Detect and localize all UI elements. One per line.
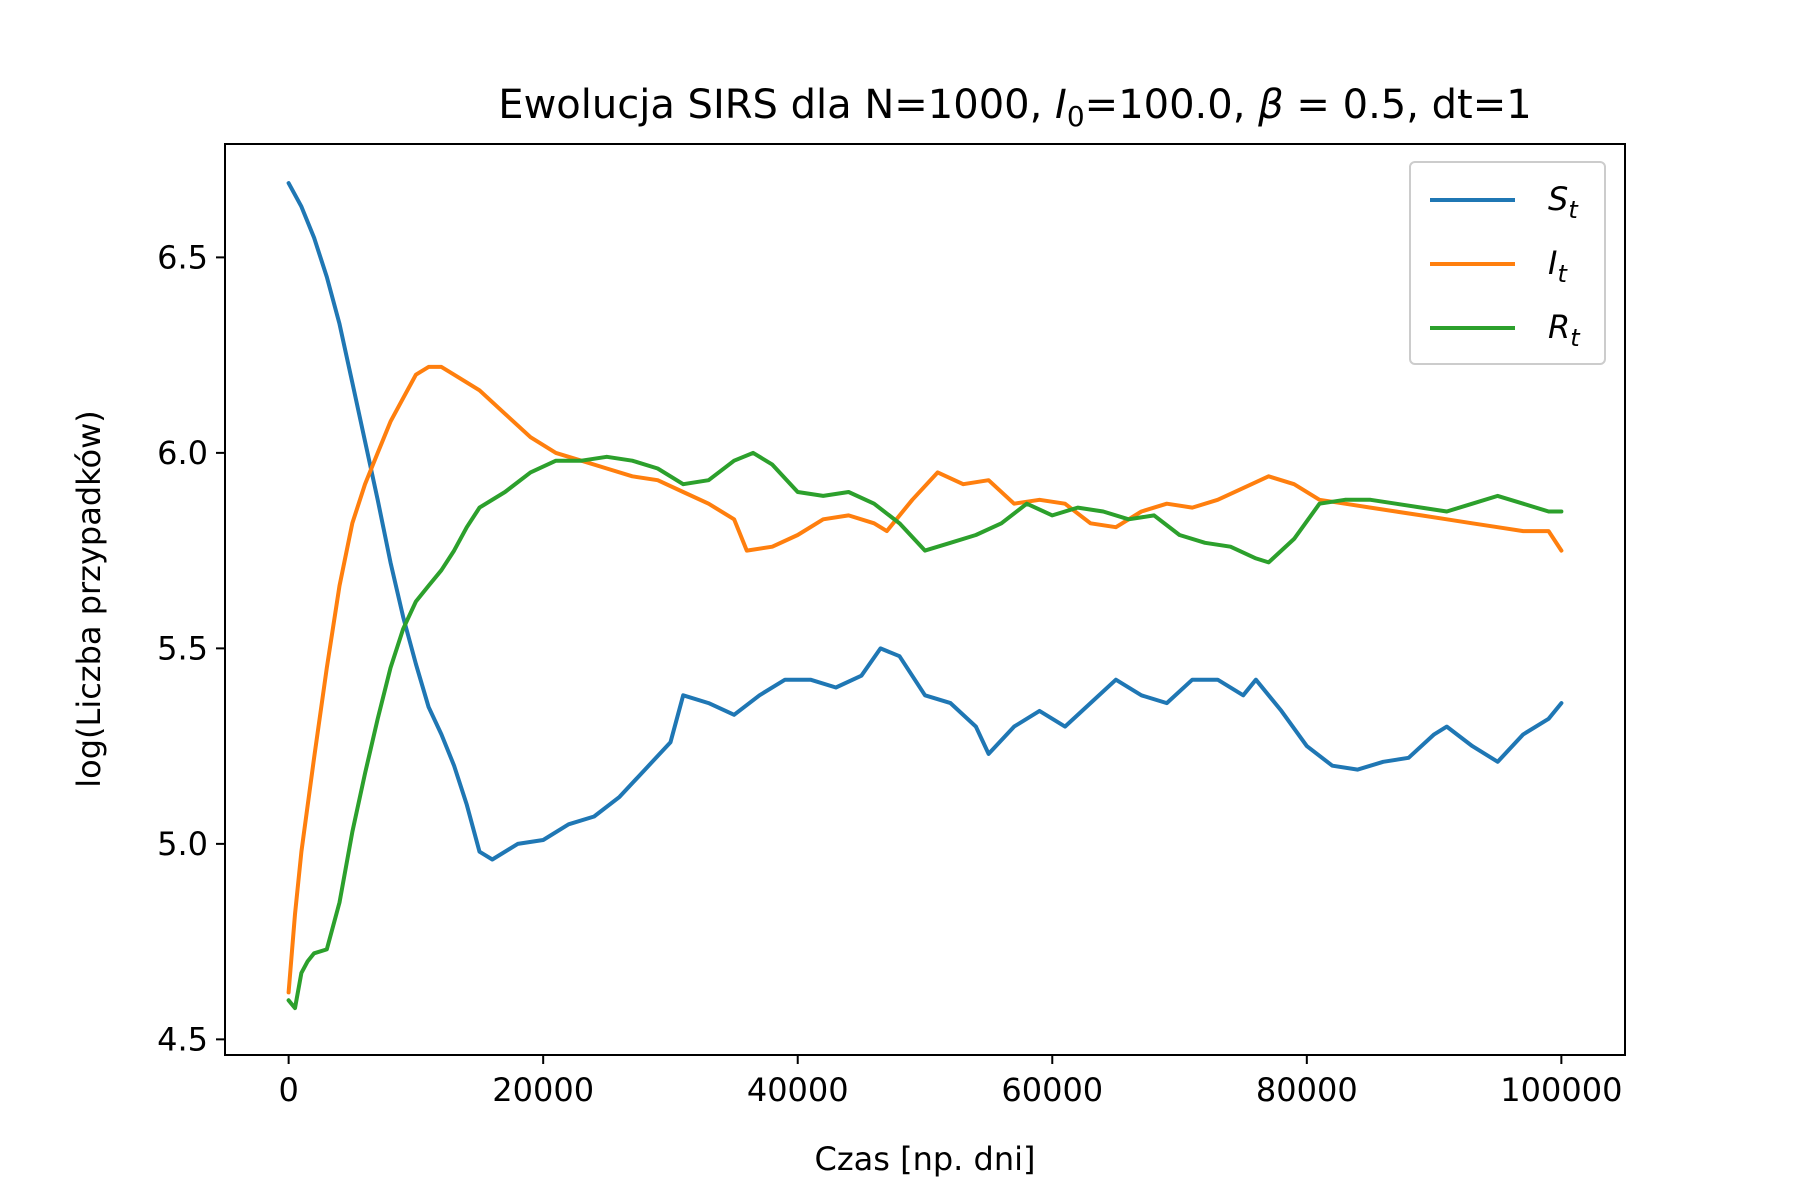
legend-label-s: St [1548, 180, 1579, 224]
plot-lines [286, 181, 1564, 1011]
title-i0-value: =100.0, [1085, 82, 1258, 128]
y-tick-label: 6.5 [157, 238, 208, 276]
title-i0-symbol: I [1055, 82, 1067, 128]
x-tick-label: 60000 [1001, 1071, 1103, 1109]
y-tick-label: 4.5 [157, 1020, 208, 1058]
x-tick-label: 40000 [747, 1071, 849, 1109]
y-tick-label: 5.0 [157, 825, 208, 863]
title-i0-subscript: 0 [1067, 100, 1085, 133]
x-axis: 0 20000 40000 60000 80000 100000 [278, 1055, 1622, 1109]
series-line-i [286, 364, 1564, 995]
y-axis: 4.5 5.0 5.5 6.0 6.5 [157, 238, 225, 1058]
legend-label-i: It [1548, 244, 1568, 288]
x-tick-label: 20000 [492, 1071, 594, 1109]
plot-area-frame [224, 143, 1626, 1056]
title-beta-symbol: β [1257, 82, 1284, 128]
x-tick-label: 100000 [1500, 1071, 1622, 1109]
y-tick-label: 6.0 [157, 434, 208, 472]
title-prefix: Ewolucja SIRS dla N=1000, [498, 82, 1055, 128]
legend: St It Rt [1409, 161, 1606, 365]
y-axis-label: log(Liczba przypadków) [70, 410, 108, 788]
chart-title: Ewolucja SIRS dla N=1000, I0=100.0, β = … [498, 82, 1531, 133]
series-line-r [286, 450, 1564, 1011]
x-tick-label: 0 [278, 1071, 298, 1109]
series-line-s [286, 181, 1564, 862]
x-axis-label: Czas [np. dni] [815, 1140, 1036, 1178]
y-tick-label: 5.5 [157, 629, 208, 667]
x-tick-label: 80000 [1256, 1071, 1358, 1109]
title-beta-value: = 0.5, dt=1 [1284, 82, 1532, 128]
legend-label-r: Rt [1548, 308, 1581, 352]
legend-entries: St It Rt [1430, 180, 1581, 352]
